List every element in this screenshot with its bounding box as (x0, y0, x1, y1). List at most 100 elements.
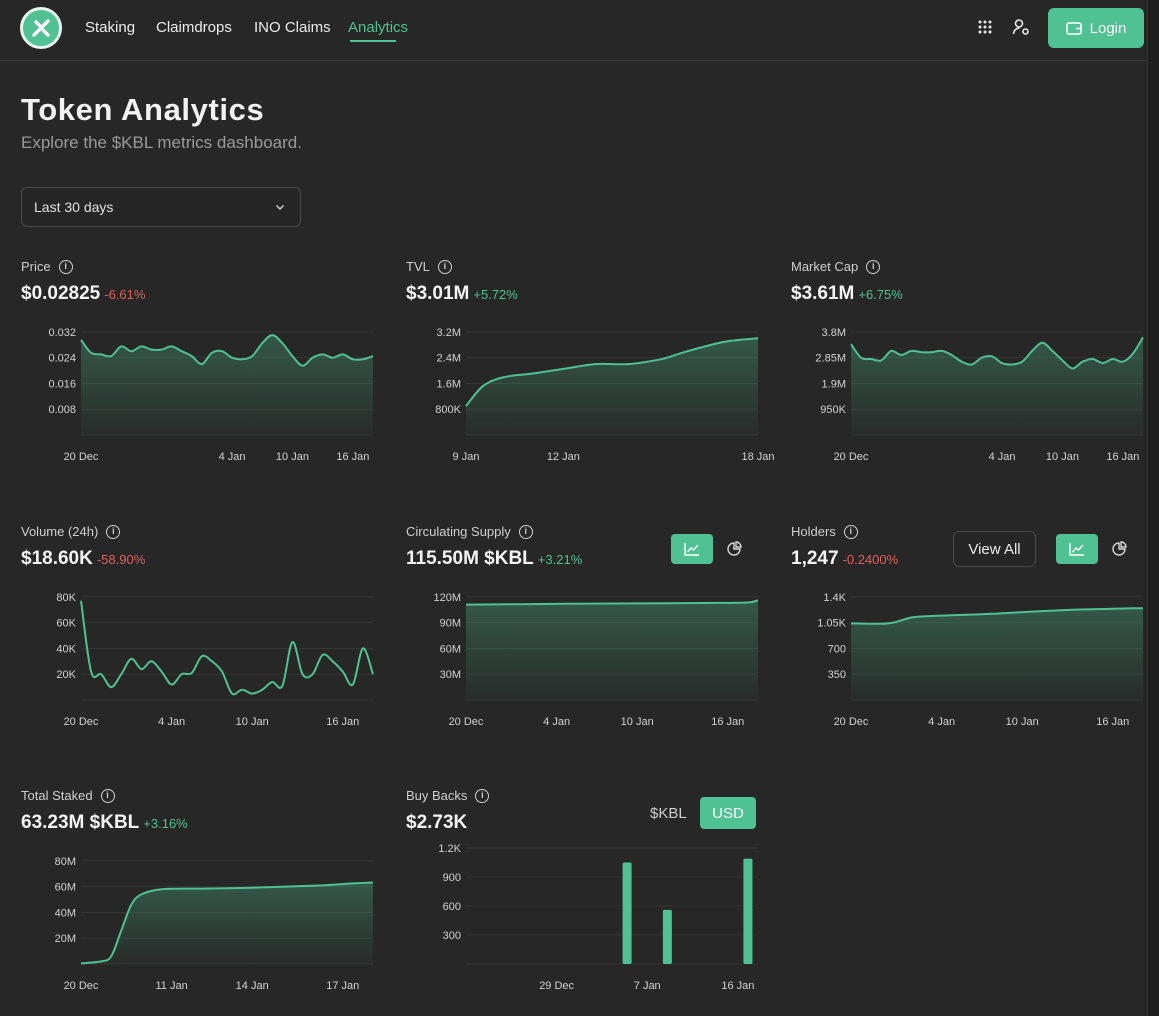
x-tick-label: 7 Jan (634, 980, 661, 992)
area-fill (466, 338, 758, 435)
tvl-label-row: TVL i (406, 259, 452, 274)
x-tick-label: 16 Jan (1096, 716, 1129, 728)
series-line[interactable] (850, 607, 1144, 625)
series-line[interactable] (80, 334, 374, 367)
nav-link-claimdrops[interactable]: Claimdrops (156, 19, 232, 36)
volume-chart: 20K 40K 60K 80K 20 Dec 4 Jan 10 Jan 16 Jan (56, 592, 374, 728)
volume-label-row: Volume (24h) i (21, 524, 121, 539)
market-cap-label-row: Market Cap i (791, 259, 881, 274)
market-cap-card: Market Cap i $3.61M +6.75% 950K 1.9M 2.85M 3… (791, 259, 1147, 489)
holders-value-row: 1,247 -0.2400% (791, 548, 898, 570)
buybacks-value: $2.73K (406, 812, 468, 833)
series-line[interactable] (850, 336, 1144, 370)
x-tick-label: 12 Jan (547, 451, 580, 463)
x-tick-label: 20 Dec (64, 980, 99, 992)
nav-link-staking[interactable]: Staking (85, 19, 136, 36)
market-cap-change: +6.75% (858, 287, 903, 302)
y-tick-label: 0.008 (48, 404, 76, 416)
staked-label: Total Staked (21, 788, 93, 803)
page-title: Token Analytics (21, 92, 265, 127)
y-tick-label: 120M (433, 592, 461, 604)
pie-chart-toggle[interactable] (1104, 534, 1134, 564)
buybacks-value-row: $2.73K (406, 812, 467, 834)
chevron-down-icon (275, 204, 285, 211)
login-button[interactable]: Login (1048, 8, 1144, 48)
apps-grid-icon[interactable] (978, 20, 992, 39)
tvl-value: $3.01M (406, 283, 470, 304)
y-tick-label: 350 (828, 669, 846, 681)
line-chart-toggle[interactable] (671, 534, 713, 564)
nav-link-ino-claims[interactable]: INO Claims (254, 19, 331, 36)
area-fill (81, 335, 373, 435)
info-icon[interactable]: i (843, 524, 858, 539)
price-label-row: Price i (21, 259, 73, 274)
staked-chart: 20M 40M 60M 80M 20 Dec 11 Jan 14 Jan 17 Jan (55, 856, 374, 992)
x-tick-label: 18 Jan (741, 451, 774, 463)
market-cap-value-row: $3.61M +6.75% (791, 283, 903, 305)
bar[interactable] (743, 858, 753, 964)
y-tick-label: 60M (55, 882, 76, 894)
y-tick-label: 800K (435, 404, 461, 416)
x-tick-label: 20 Dec (834, 716, 869, 728)
buybacks-card: Buy Backs i $2.73K $KBL USD 300 600 900 1.2… (406, 788, 762, 1016)
price-change: -6.61% (104, 287, 146, 302)
y-tick-label: 1.4K (823, 592, 846, 604)
supply-value-row: 115.50M $KBL +3.21% (406, 548, 582, 570)
y-tick-label: 1.2K (438, 843, 461, 855)
pie-chart-toggle[interactable] (719, 534, 749, 564)
view-all-holders-button[interactable]: View All (953, 531, 1036, 567)
supply-label-row: Circulating Supply i (406, 524, 533, 539)
info-icon[interactable]: i (437, 259, 452, 274)
buybacks-label-row: Buy Backs i (406, 788, 490, 803)
user-settings-icon[interactable] (1012, 18, 1030, 41)
top-nav: Staking Claimdrops INO Claims Analytics … (0, 0, 1147, 61)
info-icon[interactable]: i (58, 259, 73, 274)
bar[interactable] (622, 862, 632, 965)
x-tick-label: 4 Jan (928, 716, 955, 728)
info-icon[interactable]: i (518, 524, 533, 539)
volume-value-row: $18.60K -58.90% (21, 548, 145, 570)
y-tick-label: 1.6M (437, 378, 461, 390)
date-range-value: Last 30 days (34, 199, 114, 215)
tvl-change: +5.72% (473, 287, 518, 302)
series-line[interactable] (465, 599, 759, 606)
x-tick-label: 4 Jan (219, 451, 246, 463)
series-line[interactable] (80, 881, 374, 965)
x-tick-label: 16 Jan (1106, 451, 1139, 463)
tvl-card: TVL i $3.01M +5.72% 800K 1.6M 2.4M 3.2M 9 Jan… (406, 259, 775, 489)
info-icon[interactable]: i (475, 788, 490, 803)
y-tick-label: 0.032 (48, 327, 76, 339)
x-tick-label: 16 Jan (336, 451, 369, 463)
price-chart: 0.008 0.016 0.024 0.032 20 Dec 4 Jan 10 Jan 16 … (48, 327, 374, 463)
nav-link-analytics[interactable]: Analytics (348, 19, 409, 36)
supply-label: Circulating Supply (406, 524, 511, 539)
page-subtitle: Explore the $KBL metrics dashboard. (21, 133, 302, 152)
y-tick-label: 1.05K (817, 618, 846, 630)
x-tick-label: 17 Jan (326, 980, 359, 992)
page-scrollbar[interactable] (1147, 0, 1159, 1016)
pie-chart-icon (727, 541, 742, 556)
date-range-select[interactable]: Last 30 days (21, 187, 301, 227)
bar[interactable] (662, 909, 672, 964)
y-tick-label: 2.4M (437, 353, 461, 365)
line-chart-toggle[interactable] (1056, 534, 1098, 564)
area-fill (81, 882, 373, 964)
area-fill (466, 600, 758, 700)
x-tick-label: 16 Jan (721, 980, 754, 992)
series-line[interactable] (465, 337, 759, 407)
tvl-value-row: $3.01M +5.72% (406, 283, 518, 305)
x-tick-label: 20 Dec (64, 451, 99, 463)
currency-kbl-option[interactable]: $KBL (650, 805, 687, 822)
info-icon[interactable]: i (866, 259, 881, 274)
staked-value: 63.23M $KBL (21, 812, 140, 833)
info-icon[interactable]: i (106, 524, 121, 539)
x-tick-label: 4 Jan (158, 716, 185, 728)
y-tick-label: 30M (440, 669, 461, 681)
y-tick-label: 300 (443, 930, 461, 942)
logo-icon[interactable] (20, 7, 62, 49)
holders-label: Holders (791, 524, 836, 539)
currency-usd-option[interactable]: USD (700, 797, 756, 829)
series-line[interactable] (80, 600, 374, 696)
info-icon[interactable]: i (100, 788, 115, 803)
market-cap-label: Market Cap (791, 259, 859, 274)
